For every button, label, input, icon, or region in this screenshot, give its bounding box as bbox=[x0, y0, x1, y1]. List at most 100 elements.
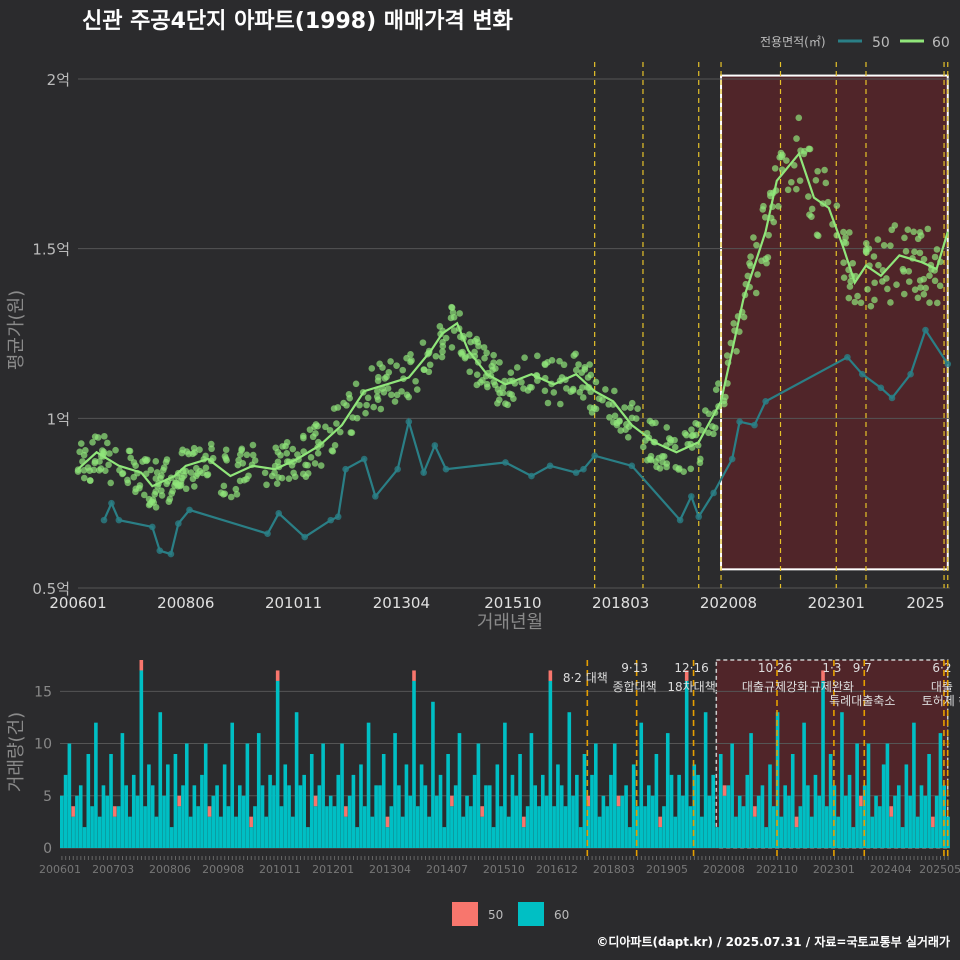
bar-50 bbox=[889, 806, 894, 817]
legend-bottom-label-60: 60 bbox=[554, 908, 569, 922]
bar-60 bbox=[75, 795, 79, 848]
bar-60 bbox=[586, 806, 591, 848]
bar-60 bbox=[794, 827, 799, 848]
bar-60 bbox=[779, 816, 784, 848]
data-point-60 bbox=[249, 441, 257, 449]
x-tick-label: 202110 bbox=[756, 863, 798, 876]
data-point-60 bbox=[926, 272, 933, 279]
bar-50 bbox=[684, 670, 689, 681]
data-point-60 bbox=[763, 259, 770, 267]
data-point-60 bbox=[730, 320, 737, 327]
data-point-60 bbox=[592, 378, 600, 386]
y-tick-label: 0 bbox=[43, 841, 52, 857]
data-point-60 bbox=[606, 414, 613, 421]
bar-60 bbox=[590, 774, 594, 848]
bar-60 bbox=[942, 785, 947, 848]
x-axis-title: 거래년월 bbox=[477, 612, 543, 633]
data-point-60 bbox=[336, 428, 344, 436]
data-point-60 bbox=[448, 344, 456, 351]
bar-60 bbox=[764, 827, 769, 848]
y-tick-label: 1억 bbox=[47, 410, 70, 428]
data-point-60 bbox=[681, 430, 689, 437]
bar-50 bbox=[275, 670, 280, 681]
data-point-60 bbox=[846, 229, 853, 236]
data-point-60 bbox=[624, 434, 632, 441]
bar-60 bbox=[855, 743, 859, 848]
bar-60 bbox=[309, 754, 314, 848]
data-point-60 bbox=[204, 471, 212, 478]
data-point-60 bbox=[544, 399, 552, 407]
x-tick-label: 201407 bbox=[426, 863, 468, 876]
data-point-60 bbox=[221, 452, 229, 460]
bar-60 bbox=[715, 827, 719, 848]
x-tick-label: 201510 bbox=[483, 863, 525, 876]
bar-60 bbox=[915, 816, 920, 848]
bar-60 bbox=[594, 743, 598, 848]
bar-60 bbox=[347, 795, 352, 848]
data-point-60 bbox=[251, 457, 259, 464]
bar-60 bbox=[306, 827, 310, 848]
bar-60 bbox=[836, 816, 840, 848]
data-point-60 bbox=[317, 462, 325, 469]
data-point-60 bbox=[521, 354, 528, 361]
bar-60 bbox=[86, 754, 91, 848]
data-point-60 bbox=[272, 444, 280, 452]
bar-60 bbox=[408, 795, 413, 848]
x-tick-label: 202404 bbox=[870, 863, 912, 876]
bar-60 bbox=[718, 754, 723, 848]
bar-50 bbox=[753, 806, 757, 817]
bar-60 bbox=[215, 785, 219, 848]
bar-60 bbox=[351, 774, 356, 848]
data-point-60 bbox=[399, 366, 407, 374]
bar-60 bbox=[94, 722, 98, 848]
bar-60 bbox=[624, 785, 628, 848]
bar-60 bbox=[200, 774, 204, 848]
bar-60 bbox=[851, 827, 856, 848]
data-point-60 bbox=[220, 482, 228, 490]
data-point-60 bbox=[784, 186, 792, 194]
bar-60 bbox=[798, 806, 803, 848]
data-point-60 bbox=[420, 366, 428, 374]
data-point-60 bbox=[646, 417, 654, 425]
data-point-60 bbox=[449, 309, 457, 316]
data-point-60 bbox=[888, 226, 896, 234]
bar-60 bbox=[540, 774, 545, 848]
data-point-60 bbox=[845, 294, 853, 302]
bar-60 bbox=[457, 733, 462, 848]
y-tick-label: 15 bbox=[34, 684, 52, 700]
data-point-60 bbox=[467, 338, 474, 346]
data-point-60 bbox=[926, 299, 933, 307]
bar-60 bbox=[510, 774, 515, 848]
bar-60 bbox=[859, 806, 863, 848]
series-line-60 bbox=[77, 151, 949, 488]
bar-60 bbox=[700, 816, 704, 848]
data-point-60 bbox=[349, 414, 356, 421]
data-point-60 bbox=[812, 177, 820, 184]
data-point-60 bbox=[438, 353, 446, 361]
bar-50 bbox=[207, 806, 212, 817]
bar-60 bbox=[737, 795, 742, 848]
bar-50 bbox=[586, 795, 591, 807]
x-tick-label: 201803 bbox=[592, 594, 649, 612]
data-point-60 bbox=[375, 373, 382, 381]
data-point-60 bbox=[576, 388, 583, 396]
data-point-60 bbox=[586, 361, 593, 368]
data-point-60 bbox=[715, 380, 722, 387]
data-point-60 bbox=[692, 419, 699, 427]
bar-60 bbox=[544, 795, 549, 848]
data-point-60 bbox=[871, 296, 878, 304]
bar-60 bbox=[135, 795, 140, 848]
data-point-60 bbox=[364, 394, 372, 402]
data-point-60 bbox=[899, 265, 907, 273]
bar-60 bbox=[397, 785, 401, 848]
bar-60 bbox=[419, 764, 424, 848]
data-point-60 bbox=[849, 259, 857, 267]
data-point-60 bbox=[222, 446, 230, 454]
bar-60 bbox=[643, 806, 647, 848]
data-point-60 bbox=[617, 427, 625, 434]
legend-label-50: 50 bbox=[872, 35, 890, 51]
bar-60 bbox=[203, 743, 208, 848]
data-point-60 bbox=[450, 327, 458, 334]
bar-60 bbox=[245, 743, 250, 848]
data-point-60 bbox=[556, 357, 563, 365]
